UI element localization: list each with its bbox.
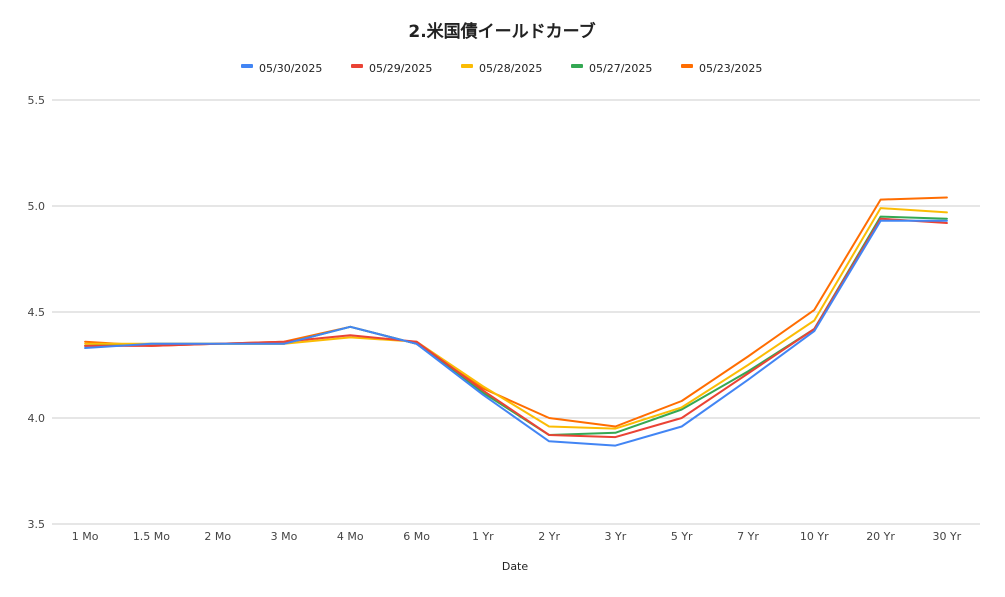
x-tick-label: 3 Mo (271, 530, 298, 543)
x-tick-label: 10 Yr (800, 530, 829, 543)
x-axis-ticks: 1 Mo 1.5 Mo 2 Mo 3 Mo 4 Mo 6 Mo 1 Yr 2 Yr 3 Yr 5 … (72, 530, 962, 543)
y-tick-label: 5.0 (28, 200, 46, 213)
chart-legend: 05/30/2025 05/29/2025 05/28/2025 05/27/2025… (241, 62, 762, 75)
legend-swatch (241, 64, 253, 68)
y-tick-label: 3.5 (28, 518, 46, 531)
series-line-05/30/2025 (84, 219, 948, 447)
x-tick-label: 30 Yr (932, 530, 961, 543)
chart-title: 2.米国債イールドカーブ (408, 21, 595, 42)
x-tick-label: 2 Yr (538, 530, 560, 543)
y-tick-label: 5.5 (28, 94, 46, 107)
x-tick-label: 3 Yr (605, 530, 627, 543)
legend-item: 05/28/2025 (461, 62, 542, 75)
series-lines (84, 196, 948, 447)
legend-item: 05/30/2025 (241, 62, 322, 75)
x-tick-label: 1.5 Mo (133, 530, 170, 543)
gridlines (52, 99, 980, 525)
x-tick-label: 20 Yr (866, 530, 895, 543)
series-line-05/29/2025 (84, 217, 948, 439)
legend-label: 05/29/2025 (369, 62, 432, 75)
legend-item: 05/23/2025 (681, 62, 762, 75)
x-tick-label: 6 Mo (403, 530, 430, 543)
legend-label: 05/23/2025 (699, 62, 762, 75)
legend-swatch (681, 64, 693, 68)
legend-label: 05/27/2025 (589, 62, 652, 75)
legend-item: 05/29/2025 (351, 62, 432, 75)
legend-swatch (351, 64, 363, 68)
x-tick-label: 1 Mo (72, 530, 99, 543)
x-axis-label: Date (502, 560, 529, 573)
legend-label: 05/30/2025 (259, 62, 322, 75)
legend-label: 05/28/2025 (479, 62, 542, 75)
series-line-05/28/2025 (84, 207, 948, 430)
y-axis-ticks: 3.5 4.0 4.5 5.0 5.5 (28, 94, 46, 531)
y-tick-label: 4.5 (28, 306, 46, 319)
x-tick-label: 2 Mo (204, 530, 231, 543)
legend-swatch (461, 64, 473, 68)
y-tick-label: 4.0 (28, 412, 46, 425)
x-tick-label: 1 Yr (472, 530, 494, 543)
legend-swatch (571, 64, 583, 68)
legend-item: 05/27/2025 (571, 62, 652, 75)
x-tick-label: 7 Yr (737, 530, 759, 543)
x-tick-label: 5 Yr (671, 530, 693, 543)
x-tick-label: 4 Mo (337, 530, 364, 543)
